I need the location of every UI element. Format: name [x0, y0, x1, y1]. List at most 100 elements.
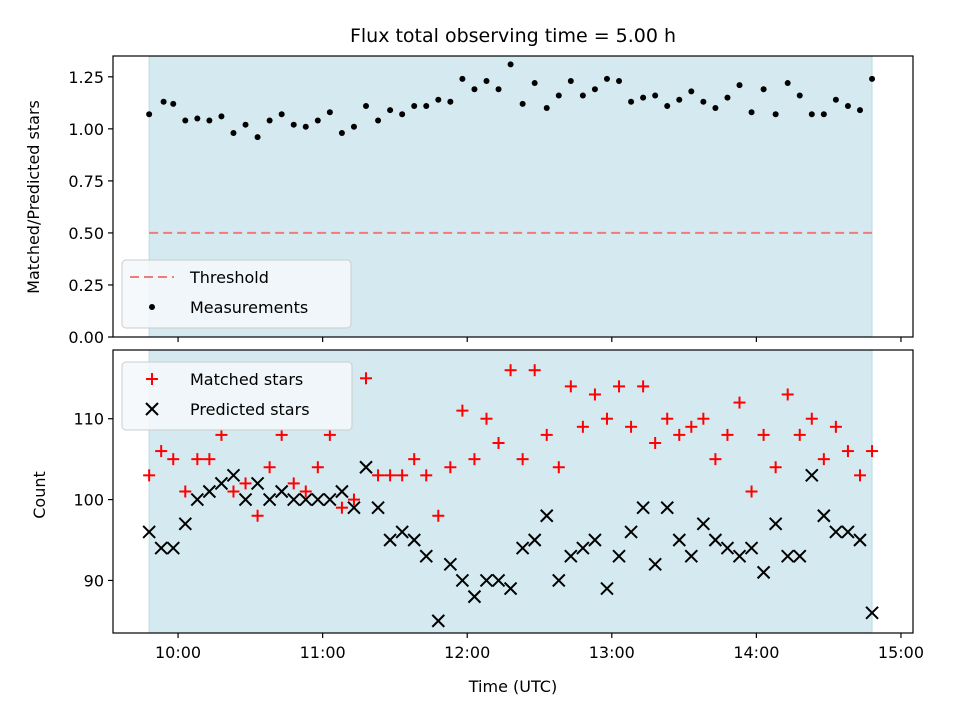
predicted-star-point [419, 549, 433, 563]
measurement-point [338, 130, 345, 137]
predicted-star-point [431, 614, 446, 628]
top-y-tick-label: 0.75 [68, 172, 104, 191]
predicted-star-point [805, 468, 819, 483]
measurement-point [724, 94, 731, 101]
top-y-tick-label: 0.50 [68, 224, 104, 243]
legend-measurements-label: Measurements [190, 298, 308, 317]
measurement-point [676, 96, 683, 103]
x-tick-label: 15:00 [878, 643, 924, 662]
matched-star-point [817, 453, 830, 466]
predicted-star-point [624, 525, 638, 539]
matched-star-point [420, 469, 433, 482]
matched-star-point [709, 453, 722, 466]
measurement-point [326, 109, 333, 116]
bottom-y-tick-label: 110 [73, 410, 104, 429]
measurement-point [435, 96, 442, 103]
predicted-points [142, 460, 879, 628]
predicted-star-point [841, 525, 855, 539]
bottom-legend-box [121, 361, 353, 431]
measurement-point [603, 75, 610, 82]
measurement-point [314, 117, 321, 124]
legend-predicted-marker [145, 402, 159, 416]
predicted-star-point [323, 492, 337, 507]
measurement-point [495, 86, 502, 93]
matched-star-point [781, 388, 794, 401]
x-tick-label: 11:00 [300, 643, 346, 662]
matched-star-point [239, 477, 252, 490]
matched-star-point [576, 420, 589, 433]
predicted-star-point [768, 517, 783, 531]
matched-star-point [408, 453, 421, 466]
matched-star-point [805, 412, 818, 425]
x-tick-label: 13:00 [589, 643, 635, 662]
predicted-star-point [154, 541, 168, 555]
measurement-point [290, 121, 297, 128]
measurement-point [640, 94, 647, 101]
legend-matched-label: Matched stars [190, 370, 303, 389]
predicted-star-point [612, 549, 626, 563]
measurement-points [146, 61, 876, 141]
measurement-point [808, 111, 815, 118]
predicted-star-point [238, 492, 253, 507]
predicted-star-point [552, 573, 566, 588]
measurement-point [302, 123, 309, 130]
predicted-star-point [853, 533, 867, 547]
predicted-star-point [732, 549, 747, 563]
top-y-axis-label: Matched/Predicted stars [24, 100, 43, 294]
matched-star-point [287, 477, 300, 490]
predicted-star-point [202, 484, 217, 499]
bottom-y-axis-label: Count [30, 471, 49, 519]
predicted-star-point [744, 541, 759, 555]
predicted-star-point [335, 484, 349, 499]
predicted-star-point [503, 581, 518, 596]
measurement-point [688, 88, 695, 95]
matched-star-point [793, 428, 806, 441]
measurement-point [820, 111, 827, 118]
predicted-star-point [274, 484, 289, 499]
measurement-point [760, 86, 767, 93]
matched-star-point [384, 469, 397, 482]
top-y-tick-label: 0.25 [68, 276, 104, 295]
x-axis-label: Time (UTC) [468, 677, 557, 696]
matched-star-point [167, 453, 180, 466]
matched-star-point [191, 453, 204, 466]
measurement-point [700, 98, 707, 105]
matched-star-point [492, 436, 505, 449]
measurement-point [194, 115, 201, 122]
predicted-star-point [226, 468, 241, 483]
measurement-point [628, 98, 635, 105]
predicted-star-point [311, 492, 325, 507]
matched-star-point [263, 461, 276, 474]
predicted-star-point [491, 573, 506, 588]
matched-star-point [275, 428, 288, 441]
matched-star-point [600, 412, 613, 425]
top-y-tick-label: 1.25 [68, 68, 104, 87]
measurement-point [832, 96, 839, 103]
matched-star-point [372, 469, 385, 482]
predicted-star-point [684, 549, 699, 563]
matched-star-point [179, 485, 192, 498]
matched-star-point [227, 485, 240, 498]
measurement-point [664, 102, 671, 109]
matched-star-point [637, 380, 650, 393]
predicted-star-point [479, 573, 494, 588]
matched-star-point [311, 461, 324, 474]
matched-star-point [432, 509, 445, 522]
top-axes-frame [112, 55, 914, 338]
x-tick-label: 10:00 [155, 643, 201, 662]
matched-star-point [697, 412, 710, 425]
matched-star-point [613, 380, 626, 393]
matched-star-point [853, 469, 866, 482]
predicted-star-point [756, 565, 771, 580]
matched-star-point [866, 445, 879, 458]
measurement-point [796, 92, 803, 99]
measurement-point [471, 86, 478, 93]
predicted-star-point [467, 589, 482, 604]
x-tick-label: 14:00 [733, 643, 779, 662]
predicted-star-point [443, 557, 458, 571]
measurement-point [543, 105, 550, 112]
predicted-star-point [166, 541, 180, 555]
matched-star-point [251, 509, 264, 522]
matched-points [143, 364, 879, 522]
predicted-star-point [359, 460, 373, 474]
